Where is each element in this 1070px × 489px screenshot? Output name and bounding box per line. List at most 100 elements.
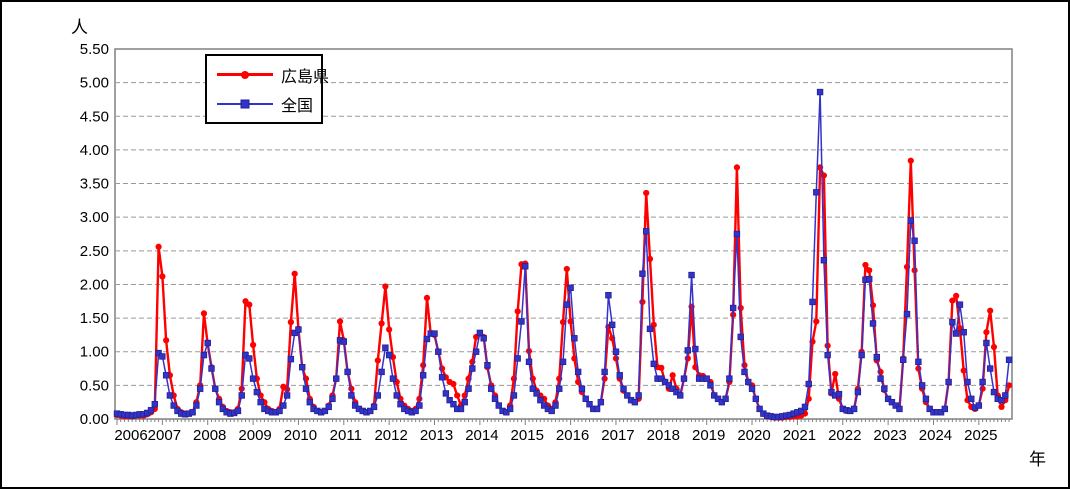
zenkoku-point-marker bbox=[514, 355, 521, 362]
zenkoku-point-marker bbox=[1002, 392, 1009, 399]
zenkoku-point-marker bbox=[219, 405, 227, 413]
legend-label-zenkoku: 全国 bbox=[281, 97, 314, 115]
zenkoku-point-marker bbox=[801, 403, 809, 411]
zenkoku-point-marker bbox=[824, 351, 831, 359]
year-label: 2023 bbox=[873, 427, 906, 444]
zenkoku-point-marker bbox=[242, 351, 249, 359]
square-marker-icon bbox=[240, 99, 250, 108]
hiroshima-point-marker bbox=[450, 380, 457, 388]
zenkoku-point-marker bbox=[208, 365, 215, 372]
hiroshima-point-marker bbox=[987, 307, 994, 314]
hiroshima-point-marker bbox=[386, 326, 393, 333]
zenkoku-point-marker bbox=[941, 405, 949, 413]
hiroshima-point-marker bbox=[374, 357, 381, 364]
hiroshima-point-marker bbox=[983, 329, 990, 336]
zenkoku-point-marker bbox=[877, 375, 884, 382]
zenkoku-point-marker bbox=[903, 310, 911, 318]
zenkoku-point-marker bbox=[733, 230, 741, 238]
zenkoku-point-marker bbox=[503, 409, 510, 416]
zenkoku-point-marker bbox=[533, 390, 540, 397]
zenkoku-point-marker bbox=[707, 382, 714, 389]
zenkoku-point-marker bbox=[960, 329, 967, 336]
hiroshima-point-marker bbox=[669, 372, 676, 379]
zenkoku-point-marker bbox=[797, 407, 805, 415]
zenkoku-point-marker bbox=[952, 330, 960, 337]
zenkoku-point-marker bbox=[253, 388, 261, 396]
zenkoku-point-marker bbox=[635, 392, 642, 399]
zenkoku-point-marker bbox=[325, 403, 332, 411]
zenkoku-point-marker bbox=[643, 228, 650, 235]
hiroshima-point-marker bbox=[737, 304, 744, 312]
zenkoku-point-marker bbox=[975, 402, 983, 409]
zenkoku-point-marker bbox=[612, 348, 620, 355]
hiroshima-point-marker bbox=[813, 318, 820, 325]
zenkoku-point-marker bbox=[276, 407, 283, 415]
hiroshima-point-marker bbox=[567, 318, 574, 325]
y-tick-label: 0.00 bbox=[80, 411, 109, 428]
zenkoku-point-marker bbox=[204, 339, 211, 347]
zenkoku-point-marker bbox=[431, 330, 438, 337]
zenkoku-point-marker bbox=[166, 392, 174, 399]
zenkoku-point-marker bbox=[990, 388, 998, 396]
zenkoku-point-marker bbox=[155, 349, 162, 357]
zenkoku-point-marker bbox=[374, 392, 382, 399]
zenkoku-point-marker bbox=[703, 375, 710, 382]
zenkoku-point-marker bbox=[351, 402, 359, 409]
zenkoku-point-marker bbox=[665, 382, 673, 389]
zenkoku-point-marker bbox=[669, 385, 676, 392]
zenkoku-point-marker bbox=[567, 284, 574, 292]
zenkoku-point-marker bbox=[397, 400, 404, 408]
zenkoku-point-marker bbox=[911, 237, 918, 244]
legend: 広島県 全国 bbox=[205, 54, 329, 124]
year-label: 2011 bbox=[330, 427, 362, 444]
zenkoku-point-marker bbox=[419, 372, 427, 379]
zenkoku-point-marker bbox=[162, 372, 170, 379]
zenkoku-point-marker bbox=[737, 333, 744, 341]
zenkoku-point-marker bbox=[472, 348, 480, 355]
x-axis-unit-label: 年 bbox=[1029, 450, 1046, 469]
zenkoku-point-marker bbox=[556, 385, 563, 392]
year-label: 2016 bbox=[556, 427, 589, 444]
hiroshima-point-marker bbox=[563, 265, 570, 273]
zenkoku-point-marker bbox=[491, 395, 499, 403]
zenkoku-point-marker bbox=[593, 405, 601, 413]
zenkoku-point-marker bbox=[850, 405, 858, 413]
hiroshima-point-marker bbox=[949, 297, 956, 304]
hiroshima-point-marker bbox=[832, 370, 839, 378]
hiroshima-point-marker bbox=[249, 341, 257, 349]
zenkoku-point-marker bbox=[280, 402, 287, 409]
legend-entry-zenkoku: 全国 bbox=[207, 91, 321, 117]
zenkoku-point-marker bbox=[597, 398, 605, 406]
zenkoku-point-marker bbox=[423, 335, 431, 343]
legend-entry-hiroshima: 広島県 bbox=[207, 62, 329, 88]
zenkoku-point-marker bbox=[529, 385, 536, 392]
zenkoku-point-marker bbox=[457, 405, 465, 413]
zenkoku-point-marker bbox=[522, 263, 529, 270]
zenkoku-point-marker bbox=[873, 353, 880, 361]
zenkoku-point-marker bbox=[559, 358, 567, 366]
hiroshima-point-marker bbox=[382, 283, 389, 290]
y-tick-label: 2.50 bbox=[80, 243, 109, 260]
y-tick-label: 3.00 bbox=[80, 209, 109, 226]
zenkoku-point-marker bbox=[465, 385, 472, 392]
zenkoku-point-marker bbox=[469, 365, 476, 372]
zenkoku-point-marker bbox=[295, 326, 302, 333]
hiroshima-point-marker bbox=[155, 243, 162, 250]
year-label: 2015 bbox=[511, 427, 544, 444]
zenkoku-point-marker bbox=[900, 356, 907, 363]
zenkoku-point-marker bbox=[438, 374, 446, 381]
hiroshima-point-marker bbox=[163, 337, 170, 344]
zenkoku-point-marker bbox=[816, 88, 824, 96]
zenkoku-point-marker bbox=[745, 378, 752, 386]
year-label: 2009 bbox=[238, 427, 271, 444]
zenkoku-point-marker bbox=[601, 368, 608, 376]
hiroshima-point-marker bbox=[200, 310, 208, 317]
zenkoku-point-marker bbox=[574, 368, 582, 376]
zenkoku-point-marker bbox=[234, 407, 242, 415]
zenkoku-point-marker bbox=[435, 348, 442, 355]
zenkoku-point-marker bbox=[661, 378, 669, 386]
zenkoku-point-marker bbox=[257, 398, 264, 406]
hiroshima-point-marker bbox=[960, 367, 967, 374]
zenkoku-point-marker bbox=[367, 407, 374, 415]
hiroshima-point-marker bbox=[291, 270, 298, 277]
